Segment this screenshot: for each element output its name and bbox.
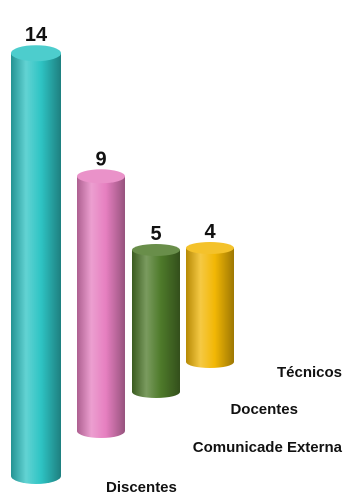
bar-técnicos [186,242,234,368]
bar-top-cap [11,45,61,62]
data-label: 4 [204,221,216,243]
category-label: Docentes [230,401,298,418]
category-label: Comunicade Externa [193,439,343,456]
bar-comunicade-externa [132,244,180,398]
data-label: 5 [150,223,161,245]
category-label: Discentes [106,479,177,493]
value-labels-layer: 14 9 5 4 [25,24,217,245]
bar-top-cap [77,169,125,184]
bar-body [186,248,234,368]
bar-body [132,250,180,398]
bar-body [77,176,125,439]
data-label: 14 [25,24,48,46]
bar-body [11,53,61,484]
bar-top-cap [186,242,234,254]
bar-discentes [11,45,61,484]
category-label: Técnicos [277,364,342,381]
category-labels-layer: Discentes Docentes Comunicade Externa Técni… [106,364,343,493]
bar-top-cap [132,244,180,256]
bars-layer [11,45,234,484]
data-label: 9 [95,148,106,170]
bar-docentes [77,169,125,439]
